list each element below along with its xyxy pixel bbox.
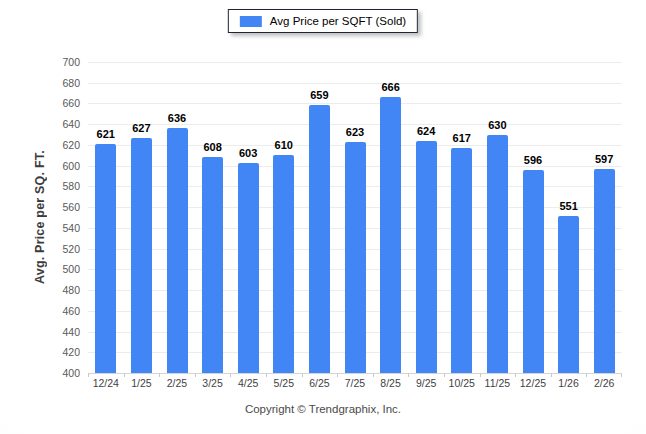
y-tick-label: 660 [62, 97, 80, 109]
bar-value-label: 666 [365, 81, 417, 93]
y-tick-label: 500 [62, 263, 80, 275]
bar-5/25 [273, 155, 294, 373]
bar-value-label: 636 [151, 112, 203, 124]
y-tick-label: 440 [62, 326, 80, 338]
x-axis-label: 4/25 [230, 377, 266, 389]
x-axis-label: 10/25 [444, 377, 480, 389]
plot-area: 6216276366086036106596236666246176305965… [88, 62, 622, 373]
gridline [88, 83, 622, 84]
y-tick-label: 520 [62, 243, 80, 255]
x-axis-label: 7/25 [337, 377, 373, 389]
y-tick-label: 460 [62, 305, 80, 317]
y-tick-label: 400 [62, 367, 80, 379]
bar-value-label: 551 [543, 200, 595, 212]
bar-7/25 [345, 142, 366, 373]
x-axis-label: 1/26 [551, 377, 587, 389]
x-axis-labels: 12/241/252/253/254/255/256/257/258/259/2… [88, 377, 622, 389]
y-tick-label: 640 [62, 118, 80, 130]
x-axis-label: 2/25 [159, 377, 195, 389]
y-tick-label: 540 [62, 222, 80, 234]
bar-12/25 [523, 170, 544, 373]
bar-12/24 [95, 144, 116, 373]
x-axis-label: 5/25 [266, 377, 302, 389]
x-axis-label: 8/25 [373, 377, 409, 389]
x-axis-label: 12/24 [88, 377, 124, 389]
bar-4/25 [238, 163, 259, 373]
y-tick-label: 600 [62, 160, 80, 172]
bar-11/25 [487, 135, 508, 373]
y-tick-label: 700 [62, 56, 80, 68]
legend-swatch [240, 16, 262, 27]
bar-value-label: 596 [507, 154, 559, 166]
bar-2/25 [167, 128, 188, 373]
bar-value-label: 610 [258, 139, 310, 151]
bar-value-label: 617 [436, 132, 488, 144]
x-axis-label: 2/26 [586, 377, 622, 389]
x-axis-label: 6/25 [302, 377, 338, 389]
gridline [88, 373, 622, 374]
y-tick-label: 420 [62, 346, 80, 358]
bar-value-label: 623 [329, 126, 381, 138]
bar-8/25 [380, 97, 401, 373]
x-axis-label: 1/25 [124, 377, 160, 389]
bar-1/25 [131, 138, 152, 373]
y-axis-labels: 4004204404604805005205405605806006206406… [0, 62, 84, 373]
bar-value-label: 659 [294, 89, 346, 101]
bar-1/26 [558, 216, 579, 373]
x-axis-label: 3/25 [195, 377, 231, 389]
copyright-text: Copyright © Trendgraphix, Inc. [0, 403, 646, 415]
bar-3/25 [202, 157, 223, 373]
legend-label: Avg Price per SQFT (Sold) [270, 15, 406, 27]
y-tick-label: 480 [62, 284, 80, 296]
y-tick-label: 680 [62, 77, 80, 89]
gridline [88, 103, 622, 104]
y-tick-label: 560 [62, 201, 80, 213]
gridline [88, 62, 622, 63]
bar-10/25 [451, 148, 472, 373]
bar-9/25 [416, 141, 437, 373]
bar-6/25 [309, 105, 330, 373]
y-tick-label: 580 [62, 180, 80, 192]
bar-value-label: 630 [472, 119, 524, 131]
bar-2/26 [594, 169, 615, 373]
x-axis-label: 11/25 [480, 377, 516, 389]
y-tick-label: 620 [62, 139, 80, 151]
chart-page: Avg Price per SQFT (Sold) Avg. Price per… [0, 0, 646, 434]
x-axis-label: 12/25 [515, 377, 551, 389]
x-axis-label: 9/25 [408, 377, 444, 389]
legend: Avg Price per SQFT (Sold) [228, 9, 418, 33]
bar-value-label: 597 [578, 153, 630, 165]
